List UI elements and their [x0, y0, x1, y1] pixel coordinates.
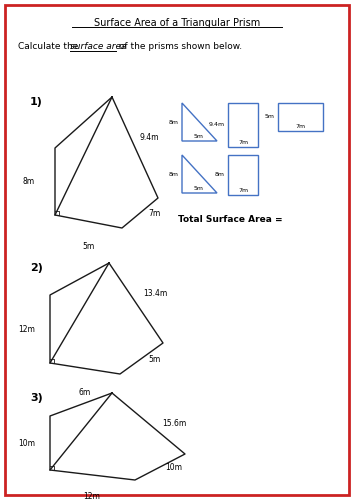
Text: 7m: 7m: [238, 188, 248, 193]
Text: 3): 3): [30, 393, 43, 403]
Text: 8m: 8m: [215, 172, 225, 178]
Text: Calculate the: Calculate the: [18, 42, 81, 51]
Text: 7m: 7m: [238, 140, 248, 145]
Text: 2): 2): [30, 263, 43, 273]
Text: 12m: 12m: [84, 492, 101, 500]
Text: 8m: 8m: [23, 176, 35, 186]
Text: of the prisms shown below.: of the prisms shown below.: [116, 42, 242, 51]
Text: surface area: surface area: [70, 42, 126, 51]
Text: 7m: 7m: [295, 124, 305, 129]
Text: 9.4m: 9.4m: [209, 122, 225, 128]
Text: 5m: 5m: [194, 186, 204, 191]
Bar: [228, 103, 258, 147]
Text: Surface Area of a Triangular Prism: Surface Area of a Triangular Prism: [94, 18, 260, 28]
Text: 15.6m: 15.6m: [162, 420, 186, 428]
Text: Total Surface Area =: Total Surface Area =: [178, 215, 282, 224]
Text: 7m: 7m: [148, 208, 160, 218]
Text: 13.4m: 13.4m: [143, 288, 167, 298]
Text: 1): 1): [30, 97, 43, 107]
Text: 5m: 5m: [194, 134, 204, 139]
Text: 6m: 6m: [79, 388, 91, 397]
Text: 5m: 5m: [265, 114, 275, 119]
Text: 9.4m: 9.4m: [140, 134, 160, 142]
Bar: [278, 103, 323, 131]
Text: 5m: 5m: [148, 356, 160, 364]
Text: 8m: 8m: [169, 120, 179, 124]
Text: 12m: 12m: [18, 324, 35, 334]
Text: 10m: 10m: [165, 464, 182, 472]
Bar: [228, 155, 258, 195]
Text: 10m: 10m: [18, 438, 35, 448]
Text: 8m: 8m: [169, 172, 179, 176]
Text: 5m: 5m: [82, 242, 94, 251]
